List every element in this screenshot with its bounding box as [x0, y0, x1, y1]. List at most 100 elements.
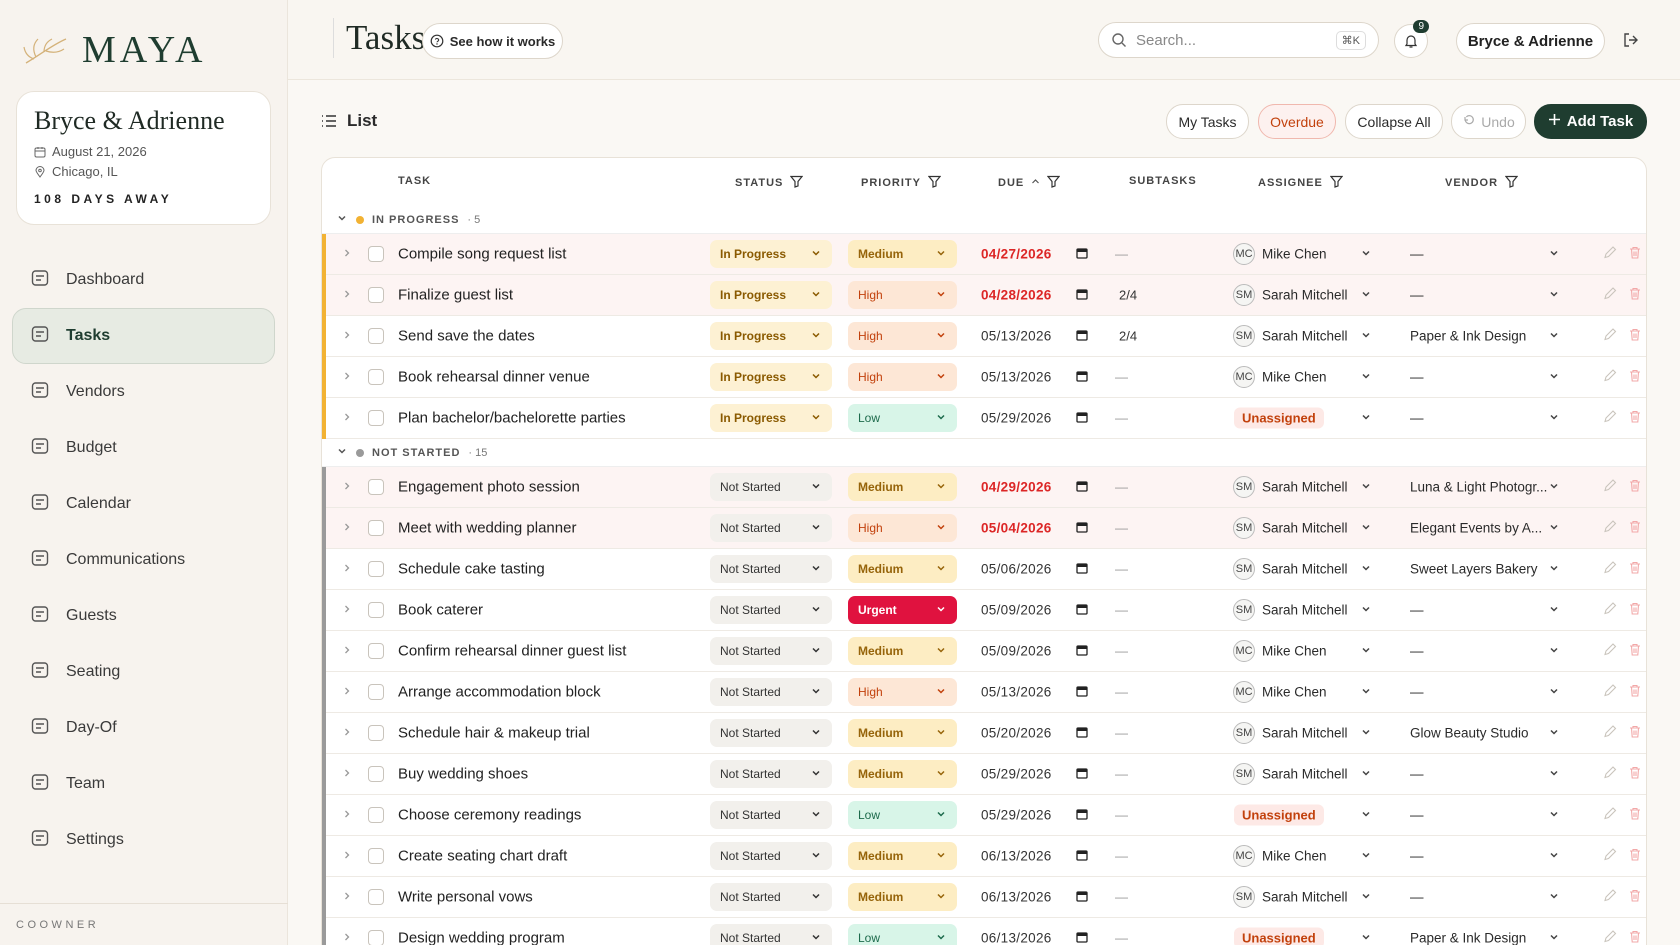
- sel[interactable]: Medium: [848, 555, 957, 583]
- sel[interactable]: High: [848, 363, 957, 391]
- nav[interactable]: Budget: [12, 420, 275, 476]
- th[interactable]: PRIORITY: [861, 175, 942, 191]
- tbtn[interactable]: Undo: [1451, 104, 1526, 139]
- cal[interactable]: [1076, 287, 1088, 303]
- task[interactable]: Schedule cake tasting: [398, 560, 545, 578]
- th[interactable]: ASSIGNEE: [1258, 175, 1344, 191]
- filter-icon[interactable]: [790, 175, 804, 191]
- nav[interactable]: Dashboard: [12, 252, 275, 308]
- exp[interactable]: [341, 807, 353, 823]
- task[interactable]: Compile song request list: [398, 245, 567, 263]
- sel[interactable]: Not Started: [710, 473, 832, 501]
- ghead[interactable]: IN PROGRESS · 5: [322, 206, 1646, 234]
- task[interactable]: Choose ceremony readings: [398, 806, 582, 824]
- th[interactable]: STATUS: [735, 175, 804, 191]
- cb[interactable]: [368, 684, 384, 700]
- sel[interactable]: Medium: [848, 883, 957, 911]
- nav[interactable]: Vendors: [12, 364, 275, 420]
- del[interactable]: [1628, 287, 1642, 304]
- ach[interactable]: [1360, 328, 1372, 344]
- exp[interactable]: [341, 930, 353, 945]
- vch[interactable]: [1548, 684, 1560, 700]
- sel[interactable]: Medium: [848, 719, 957, 747]
- cb[interactable]: [368, 930, 384, 945]
- vch[interactable]: [1548, 766, 1560, 782]
- ach[interactable]: [1360, 725, 1372, 741]
- exp[interactable]: [341, 766, 353, 782]
- task[interactable]: Plan bachelor/bachelorette parties: [398, 409, 626, 427]
- cb[interactable]: [368, 848, 384, 864]
- help-button[interactable]: See how it works: [422, 23, 563, 59]
- exp[interactable]: [341, 246, 353, 262]
- task[interactable]: Book caterer: [398, 601, 484, 619]
- tbtn[interactable]: Add Task: [1534, 104, 1647, 139]
- del[interactable]: [1628, 602, 1642, 619]
- cal[interactable]: [1076, 643, 1088, 659]
- edit[interactable]: [1603, 328, 1617, 345]
- nav[interactable]: Settings: [12, 812, 275, 868]
- del[interactable]: [1628, 246, 1642, 263]
- edit[interactable]: [1603, 930, 1617, 945]
- cal[interactable]: [1076, 889, 1088, 905]
- sort-icon[interactable]: [1031, 177, 1040, 189]
- sel[interactable]: Medium: [848, 473, 957, 501]
- sel[interactable]: High: [848, 322, 957, 350]
- sel[interactable]: Medium: [848, 760, 957, 788]
- logout-icon[interactable]: [1622, 31, 1640, 49]
- nav[interactable]: Guests: [12, 588, 275, 644]
- del[interactable]: [1628, 479, 1642, 496]
- sel[interactable]: Not Started: [710, 842, 832, 870]
- ach[interactable]: [1360, 369, 1372, 385]
- ach[interactable]: [1360, 930, 1372, 945]
- exp[interactable]: [341, 369, 353, 385]
- edit[interactable]: [1603, 643, 1617, 660]
- del[interactable]: [1628, 766, 1642, 783]
- cb[interactable]: [368, 246, 384, 262]
- cal[interactable]: [1076, 561, 1088, 577]
- ach[interactable]: [1360, 520, 1372, 536]
- del[interactable]: [1628, 643, 1642, 660]
- sel[interactable]: Not Started: [710, 883, 832, 911]
- sel[interactable]: Urgent: [848, 596, 957, 624]
- sel[interactable]: Not Started: [710, 555, 832, 583]
- nav[interactable]: Calendar: [12, 476, 275, 532]
- sel[interactable]: In Progress: [710, 322, 832, 350]
- del[interactable]: [1628, 520, 1642, 537]
- event-card[interactable]: Bryce & Adrienne August 21, 2026 Chicago…: [16, 91, 271, 225]
- del[interactable]: [1628, 889, 1642, 906]
- sel[interactable]: Medium: [848, 240, 957, 268]
- edit[interactable]: [1603, 246, 1617, 263]
- exp[interactable]: [341, 643, 353, 659]
- sel[interactable]: In Progress: [710, 281, 832, 309]
- del[interactable]: [1628, 410, 1642, 427]
- sel[interactable]: Not Started: [710, 514, 832, 542]
- edit[interactable]: [1603, 889, 1617, 906]
- edit[interactable]: [1603, 602, 1617, 619]
- cal[interactable]: [1076, 807, 1088, 823]
- user-menu[interactable]: Bryce & Adrienne: [1456, 23, 1605, 59]
- cal[interactable]: [1076, 684, 1088, 700]
- task[interactable]: Confirm rehearsal dinner guest list: [398, 642, 627, 660]
- nav[interactable]: Seating: [12, 644, 275, 700]
- task[interactable]: Write personal vows: [398, 888, 533, 906]
- task[interactable]: Arrange accommodation block: [398, 683, 601, 701]
- sel[interactable]: Low: [848, 801, 957, 829]
- cb[interactable]: [368, 725, 384, 741]
- cal[interactable]: [1076, 766, 1088, 782]
- cal[interactable]: [1076, 520, 1088, 536]
- search[interactable]: Search... ⌘K: [1098, 22, 1379, 58]
- task[interactable]: Finalize guest list: [398, 286, 514, 304]
- ach[interactable]: [1360, 766, 1372, 782]
- edit[interactable]: [1603, 561, 1617, 578]
- task[interactable]: Design wedding program: [398, 929, 565, 945]
- sel[interactable]: Not Started: [710, 760, 832, 788]
- task[interactable]: Meet with wedding planner: [398, 519, 577, 537]
- sel[interactable]: In Progress: [710, 363, 832, 391]
- sel[interactable]: High: [848, 281, 957, 309]
- edit[interactable]: [1603, 766, 1617, 783]
- notifications[interactable]: 9: [1394, 20, 1429, 58]
- del[interactable]: [1628, 848, 1642, 865]
- sel[interactable]: Not Started: [710, 678, 832, 706]
- task[interactable]: Schedule hair & makeup trial: [398, 724, 590, 742]
- ach[interactable]: [1360, 561, 1372, 577]
